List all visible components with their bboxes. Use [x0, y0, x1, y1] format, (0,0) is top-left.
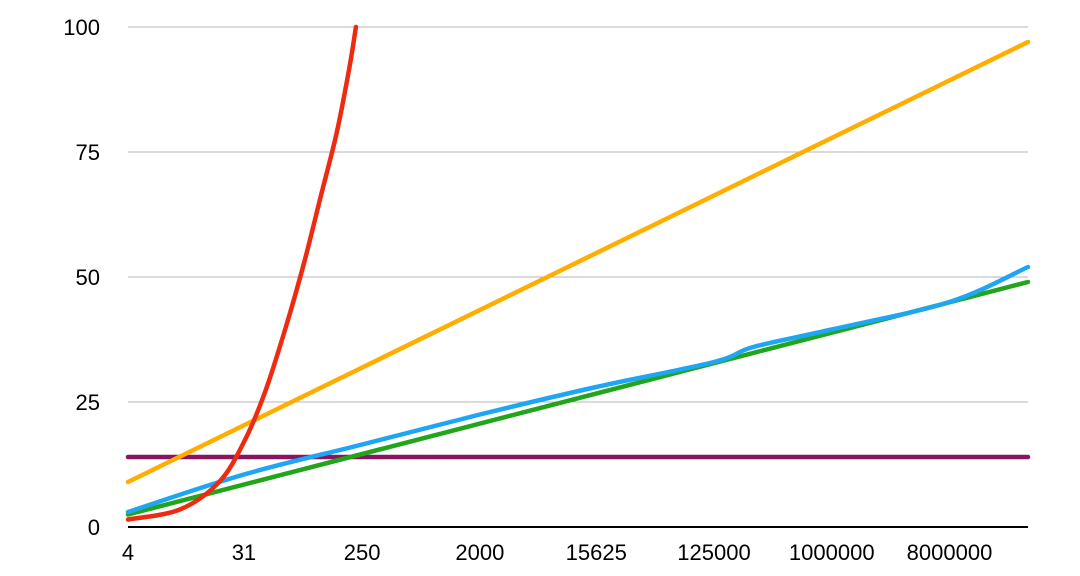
series-line-5	[125, 24, 359, 522]
series-lines	[125, 24, 1031, 522]
y-tick-label: 75	[76, 140, 100, 165]
x-tick-label: 8000000	[907, 540, 993, 565]
x-tick-label: 15625	[566, 540, 627, 565]
x-tick-label: 1000000	[789, 540, 875, 565]
y-tick-label: 100	[63, 15, 100, 40]
x-tick-label: 2000	[455, 540, 504, 565]
x-tick-label: 125000	[677, 540, 750, 565]
y-tick-label: 50	[76, 265, 100, 290]
y-tick-label: 0	[88, 515, 100, 540]
axes: 0 25 50 75 100 4 31 250 2000 15625 125000 1000000 80…	[63, 15, 1028, 565]
gridlines	[128, 26, 1028, 403]
x-tick-label: 250	[344, 540, 381, 565]
x-tick-label: 31	[232, 540, 256, 565]
x-tick-label: 4	[122, 540, 134, 565]
y-tick-label: 25	[76, 390, 100, 415]
series-line-2	[125, 39, 1031, 485]
series-line-4	[125, 264, 1031, 515]
